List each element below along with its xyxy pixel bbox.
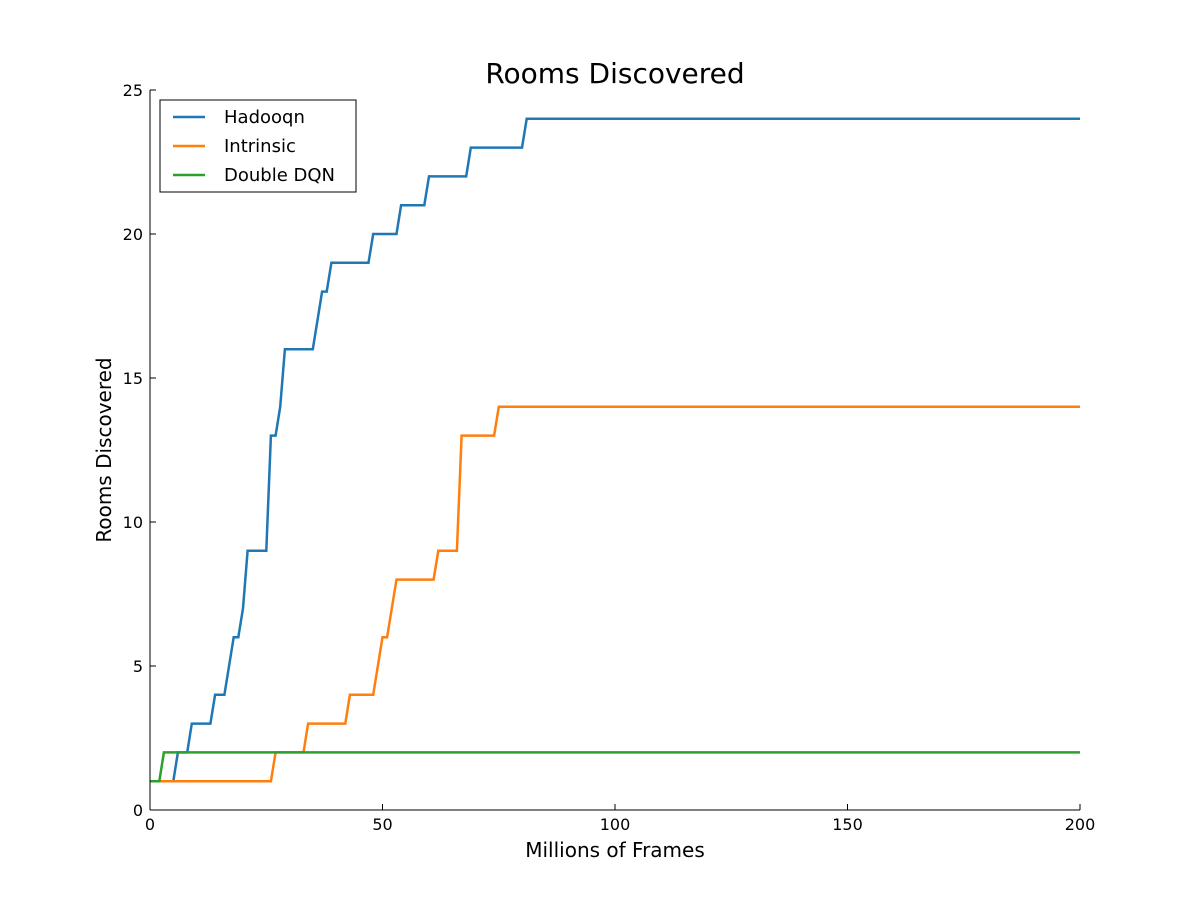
y-tick-label: 20 — [123, 225, 143, 244]
x-tick-label: 150 — [832, 815, 863, 834]
y-tick-label: 5 — [133, 657, 143, 676]
chart-title: Rooms Discovered — [485, 57, 744, 90]
x-tick-label: 50 — [372, 815, 392, 834]
x-tick-label: 100 — [600, 815, 631, 834]
y-tick-label: 15 — [123, 369, 143, 388]
legend-label-double-dqn: Double DQN — [224, 165, 335, 186]
y-axis-label: Rooms Discovered — [92, 357, 116, 542]
legend-label-hadooqn: Hadooqn — [224, 107, 305, 128]
legend-label-intrinsic: Intrinsic — [224, 136, 296, 157]
legend-items: Hadooqn Intrinsic Double DQN — [173, 107, 335, 186]
x-axis-label: Millions of Frames — [525, 838, 705, 862]
y-tick-label: 25 — [123, 81, 143, 100]
x-tick-label: 0 — [145, 815, 155, 834]
series-line-hadooqn — [150, 117, 1080, 783]
y-tick-label: 10 — [123, 513, 143, 532]
series-line-intrinsic — [150, 405, 1080, 783]
x-tick-label: 200 — [1065, 815, 1096, 834]
series-layer — [150, 117, 1080, 783]
series-line-double-dqn — [150, 751, 1080, 783]
legend: Hadooqn Intrinsic Double DQN — [159, 99, 357, 193]
y-tick-label: 0 — [133, 801, 143, 820]
x-axis-ticks: 0 50 100 150 200 — [145, 804, 1095, 834]
y-axis-ticks: 0 5 10 15 20 25 — [123, 81, 156, 820]
